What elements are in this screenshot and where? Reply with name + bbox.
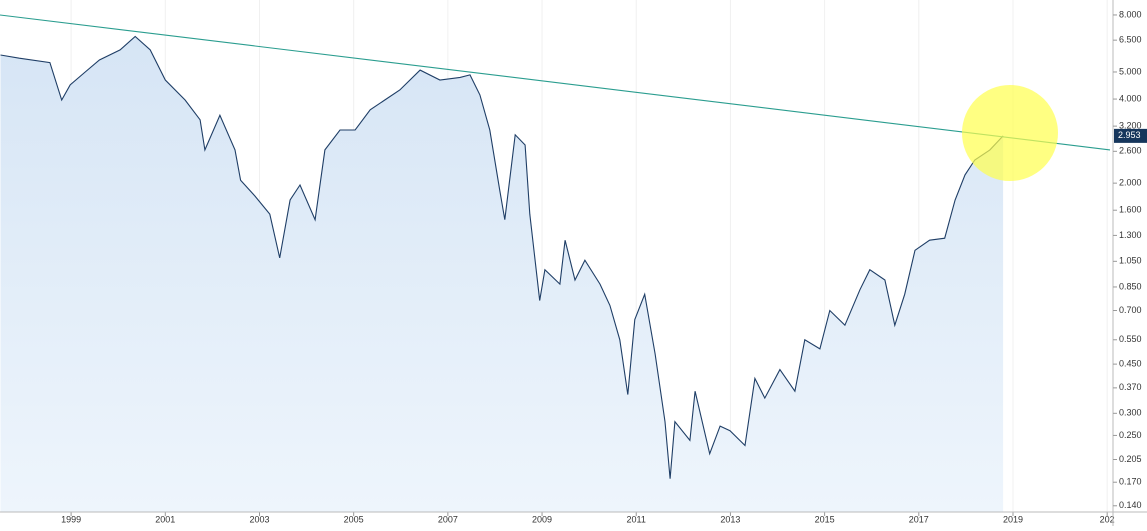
- x-tick-label: 2011: [627, 514, 646, 524]
- last-value-box: [1114, 128, 1147, 143]
- line: [0, 35, 1004, 479]
- y-tick-label: 2.600: [1119, 146, 1142, 156]
- x-tick-label: 202: [1100, 514, 1115, 524]
- y-tick-label: 0.300: [1119, 408, 1142, 418]
- x-tick-label: 2007: [438, 514, 458, 524]
- x-tick-label: 2001: [155, 514, 175, 524]
- x-tick-label: 2017: [909, 514, 929, 524]
- x-tick-label: 1999: [61, 514, 81, 524]
- y-tick-label: 8.000: [1119, 9, 1142, 19]
- y-tick-label: 0.140: [1119, 500, 1142, 510]
- x-tick-label: 2005: [344, 514, 364, 524]
- last-value-label: 2.953: [1118, 130, 1141, 140]
- y-tick-label: 0.550: [1119, 334, 1142, 344]
- area: [0, 36, 1004, 512]
- x-tick-label: 2009: [532, 514, 552, 524]
- y-tick-label: 0.250: [1119, 430, 1142, 440]
- y-tick-label: 0.700: [1119, 305, 1142, 315]
- y-tick-label: 1.600: [1119, 205, 1142, 215]
- y-tick-label: 4.000: [1119, 93, 1142, 103]
- x-tick-label: 2003: [249, 514, 269, 524]
- y-tick-label: 2.000: [1119, 178, 1142, 188]
- y-tick-label: 1.300: [1119, 230, 1142, 240]
- plot: [0, 0, 1111, 512]
- y-tick-label: 5.000: [1119, 66, 1142, 76]
- y-tick-label: 6.500: [1119, 35, 1142, 45]
- y-tick-label: 0.205: [1119, 454, 1142, 464]
- y-tick-label: 0.450: [1119, 358, 1142, 368]
- y-tick-label: 0.370: [1119, 382, 1142, 392]
- y-tick-label: 3.200: [1119, 121, 1142, 131]
- y-tick-label: 1.050: [1119, 256, 1142, 266]
- x-tick-label: 2015: [815, 514, 835, 524]
- trendline: [0, 14, 1111, 151]
- x-tick-label: 2019: [1003, 514, 1023, 524]
- highlight-circle: [962, 85, 1058, 181]
- y-tick-label: 0.170: [1119, 477, 1142, 487]
- y-tick-label: 0.850: [1119, 281, 1142, 291]
- x-tick-label: 2013: [720, 514, 740, 524]
